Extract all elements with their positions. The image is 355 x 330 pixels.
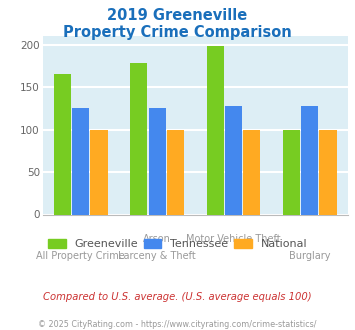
Text: Property Crime Comparison: Property Crime Comparison	[63, 25, 292, 40]
Text: All Property Crime: All Property Crime	[36, 250, 125, 261]
Bar	[130, 63, 147, 214]
Bar	[320, 130, 337, 214]
Bar	[54, 75, 71, 214]
Text: Arson: Arson	[143, 234, 171, 244]
Bar	[225, 106, 242, 214]
Text: Compared to U.S. average. (U.S. average equals 100): Compared to U.S. average. (U.S. average …	[43, 292, 312, 302]
Bar	[301, 106, 318, 214]
Text: Motor Vehicle Theft: Motor Vehicle Theft	[186, 234, 281, 244]
Bar	[72, 109, 89, 214]
Bar	[167, 130, 184, 214]
Text: Larceny & Theft: Larceny & Theft	[118, 250, 196, 261]
Bar	[207, 47, 224, 214]
Legend: Greeneville, Tennessee, National: Greeneville, Tennessee, National	[43, 234, 312, 253]
Text: © 2025 CityRating.com - https://www.cityrating.com/crime-statistics/: © 2025 CityRating.com - https://www.city…	[38, 320, 317, 329]
Text: Burglary: Burglary	[289, 250, 331, 261]
Bar	[283, 130, 300, 214]
Bar	[148, 109, 166, 214]
Text: 2019 Greeneville: 2019 Greeneville	[107, 8, 248, 23]
Bar	[91, 130, 108, 214]
Bar	[243, 130, 260, 214]
